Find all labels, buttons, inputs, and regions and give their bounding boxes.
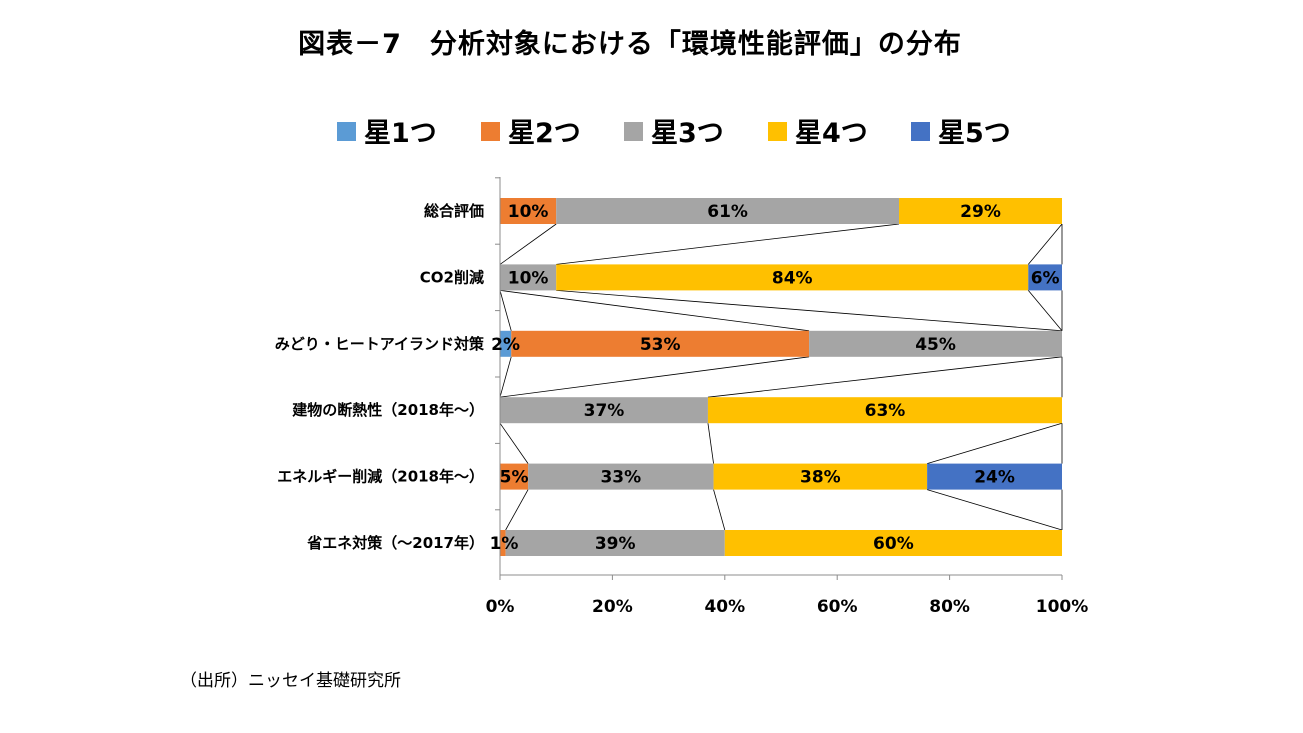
series-line (707, 356, 1063, 398)
series-line (499, 223, 557, 265)
data-label: 29% (960, 202, 1001, 222)
data-label: 6% (1031, 268, 1060, 288)
data-label: 63% (865, 401, 906, 421)
bar-segment (500, 463, 529, 490)
data-label: 5% (500, 468, 529, 488)
x-tick-label: 100% (1036, 597, 1089, 617)
legend-label: 星2つ (508, 118, 581, 149)
x-tick-label: 60% (817, 597, 858, 617)
bar-segment (707, 397, 1062, 424)
x-tick-label: 20% (592, 597, 633, 617)
series-line (556, 223, 900, 265)
series-line (707, 423, 714, 464)
bar-segment (556, 198, 900, 224)
data-label: 33% (600, 468, 641, 488)
bar-segment (713, 463, 928, 490)
bar-segment (505, 530, 725, 556)
series-line (556, 290, 1063, 332)
data-label: 10% (508, 202, 549, 222)
series-line (927, 489, 1063, 531)
data-label: 10% (508, 268, 549, 288)
series-lines (499, 223, 1063, 531)
bar-segment (500, 530, 506, 556)
data-label: 39% (595, 534, 636, 554)
bar-segment (511, 330, 810, 357)
series-line (499, 356, 512, 398)
x-tick-label: 0% (486, 597, 515, 617)
bar-segment (500, 264, 557, 291)
legend-label: 星1つ (364, 118, 437, 149)
category-label: 省エネ対策（～2017年） (306, 534, 484, 552)
legend-swatch (911, 122, 930, 141)
bar-segment (500, 397, 708, 424)
series-line (927, 422, 1063, 464)
data-label: 24% (974, 468, 1015, 488)
legend-label: 星3つ (651, 118, 724, 149)
legend: 星1つ 星2つ 星3つ 星4つ 星5つ (337, 118, 1011, 149)
legend-swatch (481, 122, 500, 141)
data-labels: 10% 61% 29% 10% 84% 6% 2% 53% 45% 37% 63% 5% 33% 38% 2… (490, 202, 1060, 554)
data-label: 37% (584, 401, 625, 421)
series-line (499, 356, 810, 398)
series-line (1027, 290, 1063, 332)
x-tick-label: 80% (929, 597, 970, 617)
legend-swatch (768, 122, 787, 141)
bar-segment (899, 198, 1062, 224)
series-line (505, 489, 529, 531)
data-label: 38% (800, 468, 841, 488)
bar-segment (809, 330, 1062, 357)
category-label: エネルギー削減（2018年～） (277, 468, 484, 486)
legend-swatch (337, 122, 356, 141)
category-label: みどり・ヒートアイランド対策 (275, 335, 485, 353)
series-line (499, 290, 512, 331)
bar-segment (1028, 264, 1062, 291)
bars (500, 198, 1062, 556)
bar-segment (556, 264, 1029, 291)
bar-segment (500, 198, 557, 224)
bar-segment (500, 330, 512, 357)
data-label: 2% (491, 335, 520, 355)
data-label: 45% (915, 335, 956, 355)
data-label: 61% (707, 202, 748, 222)
x-tick-label: 40% (704, 597, 745, 617)
legend-label: 星4つ (795, 118, 868, 149)
category-label: 建物の断熱性（2018年～） (292, 401, 484, 419)
source-note: （出所）ニッセイ基礎研究所 (180, 671, 401, 691)
series-line (1027, 223, 1063, 265)
data-label: 1% (490, 534, 519, 554)
category-label: 総合評価 (424, 202, 484, 220)
series-line (713, 489, 726, 531)
bar-segment (927, 463, 1062, 490)
data-label: 60% (873, 534, 914, 554)
data-label: 53% (640, 335, 681, 355)
bar-segment (724, 530, 1062, 556)
series-line (499, 422, 529, 464)
series-line (499, 290, 810, 332)
legend-label: 星5つ (938, 118, 1011, 149)
category-label: CO2削減 (420, 268, 484, 286)
legend-swatch (624, 122, 643, 141)
data-label: 84% (772, 268, 813, 288)
bar-segment (528, 463, 714, 490)
chart-title: 図表－7 分析対象における「環境性能評価」の分布 (298, 29, 962, 60)
